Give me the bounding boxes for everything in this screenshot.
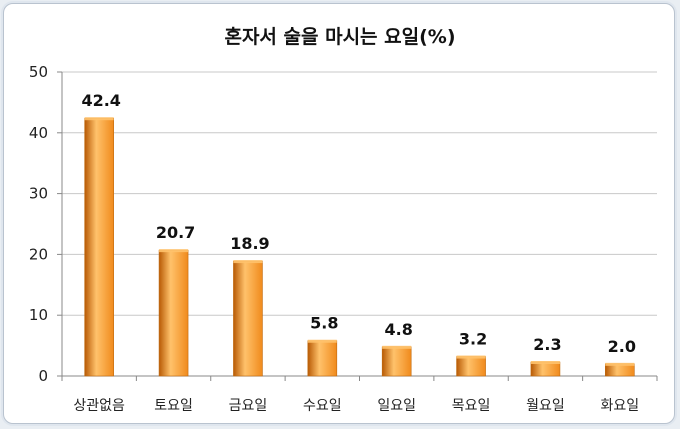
bar [84, 117, 114, 377]
x-tick-label: 수요일 [303, 398, 342, 414]
bar-cap [233, 260, 263, 264]
bar [307, 340, 338, 377]
x-tick-label: 월요일 [526, 398, 565, 414]
data-label: 2.3 [533, 335, 561, 354]
x-tick-label: 금요일 [229, 398, 268, 414]
y-tick-label: 0 [38, 367, 48, 385]
gridlines [62, 71, 657, 316]
data-label: 42.4 [81, 91, 120, 110]
bar-cap [84, 117, 114, 121]
bar-cap [530, 361, 560, 365]
data-label: 18.9 [230, 234, 269, 253]
y-tick-label: 20 [29, 245, 48, 263]
bar [530, 361, 561, 377]
x-tick-label: 화요일 [600, 398, 639, 414]
axes [57, 71, 658, 381]
y-tick-label: 50 [29, 63, 48, 81]
bar-cap [159, 249, 189, 253]
x-tick-label: 상관없음 [73, 398, 125, 414]
y-tick-label: 40 [29, 124, 48, 142]
data-label: 5.8 [310, 314, 338, 333]
labels: 0 10 20 30 40 50 42.4 상관없음 20.7 토요일 18.9 금요일 5.8 수요일 4… [29, 63, 639, 414]
bars [84, 117, 635, 377]
bar [381, 346, 412, 377]
data-label: 4.8 [385, 320, 413, 339]
bar-cap [307, 339, 337, 343]
x-tick-label: 목요일 [452, 398, 491, 414]
x-tick-label: 일요일 [377, 398, 416, 414]
data-label: 2.0 [608, 337, 636, 356]
y-tick-label: 30 [29, 185, 48, 203]
bar-cap [605, 362, 635, 366]
bar [233, 260, 263, 377]
bar [456, 356, 486, 377]
y-tick-label: 10 [29, 306, 48, 324]
chart-frame [3, 3, 675, 424]
data-label: 3.2 [459, 330, 487, 349]
bar [158, 249, 189, 377]
chart-title: 혼자서 술을 마시는 요일(%) [224, 26, 456, 48]
bar-cap [456, 355, 486, 359]
data-label: 20.7 [156, 223, 195, 242]
x-tick-label: 토요일 [154, 398, 193, 414]
bar-cap [382, 345, 412, 349]
